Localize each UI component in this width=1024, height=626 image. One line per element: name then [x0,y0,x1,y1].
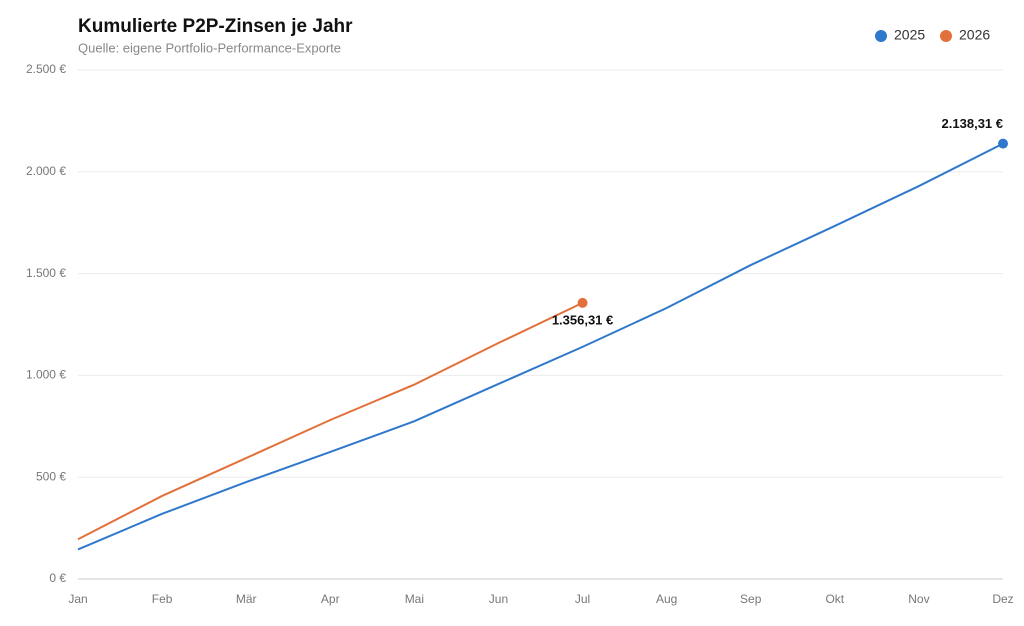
y-tick-label: 1.500 € [26,266,66,280]
legend-label: 2026 [959,27,990,43]
end-point [998,138,1008,149]
legend-label: 2025 [894,27,925,43]
series-line [77,301,583,541]
x-tick-label: Jun [489,592,508,606]
chart-title: Kumulierte P2P-Zinsen je Jahr [78,16,353,37]
x-tick-label: Okt [825,592,844,606]
value-label: 2.138,31 € [942,116,1003,131]
series-line [77,142,1004,551]
x-tick-label: Sep [740,592,762,606]
x-tick-label: Nov [908,592,929,606]
value-label: 1.356,31 € [552,312,613,327]
x-tick-label: Jan [68,592,87,606]
y-tick-label: 500 € [36,469,66,483]
x-tick-label: Mai [405,592,424,606]
legend-marker [875,30,887,42]
chart-subtitle: Quelle: eigene Portfolio-Performance-Exp… [78,40,341,55]
x-tick-label: Feb [152,592,173,606]
legend-marker [940,30,952,42]
x-tick-label: Mär [236,592,257,606]
x-tick-label: Apr [321,592,340,606]
end-point [577,297,588,308]
y-tick-label: 1.000 € [26,368,66,382]
x-tick-label: Aug [656,592,677,606]
y-tick-label: 2.500 € [26,62,66,76]
y-tick-label: 0 € [49,571,66,585]
x-tick-label: Jul [575,592,590,606]
y-tick-label: 2.000 € [26,164,66,178]
x-tick-label: Dez [992,592,1013,606]
